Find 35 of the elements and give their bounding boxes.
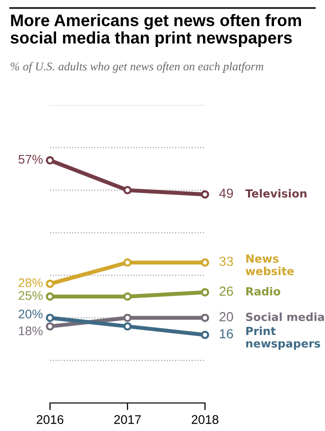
- text: Social media: [246, 312, 324, 322]
- point: [46, 280, 54, 288]
- chart-subtitle: % of U.S. adults who get news often on each platform: [10, 62, 264, 73]
- point: [200, 190, 210, 199]
- data-label: 18%: [18, 326, 43, 336]
- text: News website: [246, 254, 294, 276]
- point: [123, 322, 132, 331]
- text: Television: [245, 189, 306, 198]
- data-label: 16: [220, 329, 233, 338]
- x-tick-label: 2018: [192, 415, 218, 424]
- point: [46, 314, 54, 322]
- x-tick-label: 2017: [114, 415, 141, 424]
- point: [46, 292, 54, 301]
- point: [123, 292, 132, 301]
- data-label: 33: [219, 256, 233, 266]
- point: [200, 258, 210, 267]
- x-tick-label: 2016: [36, 415, 64, 424]
- point: [123, 186, 132, 194]
- data-label: 26: [220, 286, 233, 296]
- point: [123, 314, 132, 322]
- data-label: 20: [220, 312, 234, 322]
- point: [200, 288, 210, 296]
- data-label: 49: [219, 188, 233, 198]
- data-label: 28%: [18, 278, 43, 288]
- point: [46, 322, 54, 331]
- data-label: 57%: [18, 154, 43, 164]
- point: [123, 258, 132, 267]
- chart-title: More Americans get news often from social media than print newspapers: [10, 14, 301, 47]
- point: [46, 156, 54, 165]
- data-label: 25%: [18, 291, 43, 300]
- point: [200, 330, 210, 340]
- text: Print newspapers: [246, 326, 320, 350]
- point: [200, 314, 210, 322]
- data-label: 20%: [18, 310, 43, 318]
- text: Radio: [246, 286, 280, 296]
